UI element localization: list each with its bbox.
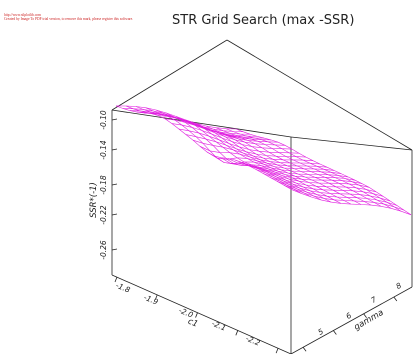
mesh-line-gamma [135, 106, 312, 198]
y-tick-label: 6 [344, 311, 353, 321]
mesh-line-c1 [255, 169, 377, 193]
box-edge-back-top-right [226, 39, 413, 151]
box-edge-front-top [111, 109, 292, 138]
x-tick-label: -2.1 [210, 319, 227, 333]
chart-title: STR Grid Search (max -SSR) [172, 13, 354, 28]
mesh-line-gamma [125, 105, 302, 194]
box-edge-top-right [290, 136, 413, 151]
x-tick-mark [275, 347, 279, 354]
y-tick-mark [333, 330, 337, 335]
y-tick-mark [302, 347, 307, 352]
mesh-line-gamma [175, 116, 352, 205]
z-tick-label: -0.26 [99, 240, 108, 260]
mesh-line-gamma [155, 109, 332, 203]
mesh-line-gamma [215, 127, 392, 209]
box-edge-back-top-left [111, 39, 228, 111]
mesh-line-c1 [227, 158, 349, 178]
plot-box [111, 39, 413, 354]
box-edge-bottom-right [290, 286, 413, 354]
x-tick-label: -2.2 [244, 334, 261, 348]
watermark-notice: Created by Image To PDF trial version, t… [4, 17, 134, 22]
mesh-line-gamma [205, 125, 382, 207]
z-tick-mark [111, 248, 118, 251]
y-tick-mark [363, 313, 367, 319]
mesh-line-gamma [115, 105, 292, 190]
x-axis-label: c1 [186, 317, 199, 330]
y-tick-label: 5 [316, 327, 325, 337]
z-tick-label: -0.22 [99, 205, 108, 225]
watermark: http://www.stlplotlib.com Created by Ima… [4, 13, 164, 22]
x-tick-mark [114, 276, 118, 283]
surface-mesh [115, 105, 412, 216]
y-tick-mark [393, 296, 398, 302]
box-edge-bottom-front [111, 274, 292, 354]
z-tick-mark [111, 213, 118, 216]
y-axis: 5 6 7 8 [302, 281, 403, 352]
mesh-line-gamma [225, 128, 402, 212]
x-axis: -1.8-1.9-2.0-2.1-2.2 [114, 276, 279, 354]
z-axis: -0.10 -0.14 -0.18 -0.22 -0.26 [99, 110, 118, 260]
y-axis-label: gamma [352, 308, 385, 333]
z-tick-mark [111, 183, 118, 186]
mesh-line-gamma [195, 123, 372, 206]
z-tick-label: -0.18 [99, 175, 108, 195]
x-tick-mark [235, 330, 239, 336]
mesh-line-gamma [235, 128, 412, 216]
watermark-url: http://www.stlplotlib.com [4, 13, 41, 17]
z-axis-label: SSR*(-1) [89, 182, 99, 218]
y-tick-label: 7 [369, 295, 378, 305]
z-tick-label: -0.10 [99, 110, 108, 130]
z-tick-label: -0.14 [99, 140, 108, 160]
x-tick-mark [195, 312, 198, 318]
mesh-line-gamma [145, 107, 322, 201]
x-tick-mark [154, 294, 158, 300]
z-tick-mark [111, 148, 118, 151]
z-tick-mark [111, 118, 118, 121]
y-tick-label: 8 [394, 281, 403, 291]
